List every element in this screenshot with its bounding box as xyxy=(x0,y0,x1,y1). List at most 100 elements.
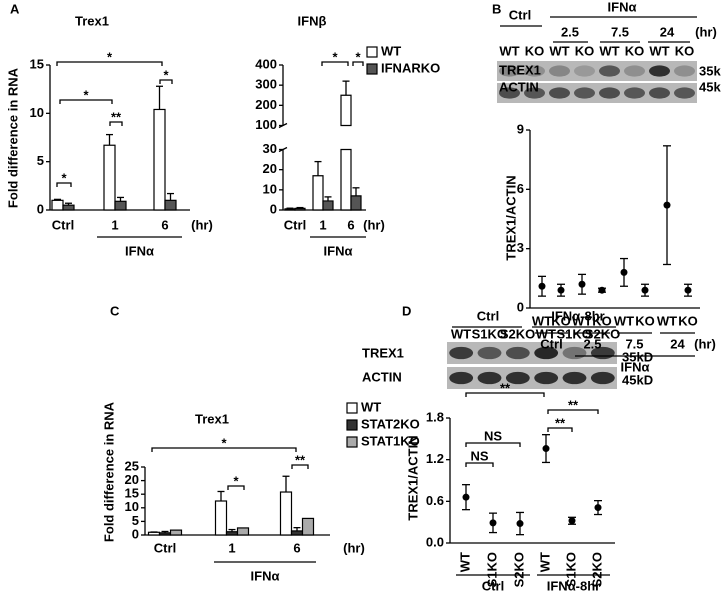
x-tick-label: 6 xyxy=(347,217,354,232)
point xyxy=(538,282,546,290)
y-tick-label: 10 xyxy=(30,105,44,120)
point xyxy=(578,280,586,288)
blot-band xyxy=(477,346,502,360)
x-tick-label: Ctrl xyxy=(284,217,306,232)
significance-label: * xyxy=(221,435,227,450)
panel-letter: A xyxy=(10,1,20,16)
significance-label: NS xyxy=(484,428,502,443)
point xyxy=(641,286,649,294)
lane-label: KO xyxy=(675,43,695,58)
bar xyxy=(301,517,315,536)
x-tick-label: S2KO xyxy=(511,552,526,587)
row-label: TREX1 xyxy=(362,345,404,360)
panel-letter: D xyxy=(402,303,411,318)
significance-label: ** xyxy=(500,380,511,395)
row-label: ACTIN xyxy=(499,79,539,94)
point xyxy=(489,519,497,527)
lane-label: WT xyxy=(649,43,669,58)
group-label: IFNα xyxy=(125,243,154,258)
y-tick-label: 100 xyxy=(255,117,277,132)
significance-bracket xyxy=(352,61,364,66)
blot-unit: (hr) xyxy=(695,24,717,39)
blot-band xyxy=(524,87,545,99)
bar xyxy=(322,200,334,211)
blot-band xyxy=(524,65,545,77)
bar xyxy=(290,530,304,536)
x-tick-label: S1KO xyxy=(563,552,578,587)
size-label: 35kD xyxy=(699,63,721,78)
significance-label: * xyxy=(163,67,169,82)
significance-bracket xyxy=(59,99,113,104)
point xyxy=(516,520,524,528)
y-tick-label: 3 xyxy=(517,240,524,255)
y-tick-label: 300 xyxy=(255,77,277,92)
blot-band xyxy=(590,371,615,385)
y-tick-label: 15 xyxy=(125,486,139,501)
size-label: 45kD xyxy=(622,372,653,387)
significance-bracket xyxy=(56,182,72,187)
significance-bracket xyxy=(159,79,173,84)
point xyxy=(620,268,628,276)
blot-band xyxy=(549,87,570,99)
point xyxy=(568,517,576,525)
blot-strip xyxy=(497,83,697,103)
blot-band xyxy=(534,371,559,385)
chart-title: Trex1 xyxy=(195,411,229,426)
group-label: Ctrl xyxy=(482,578,504,593)
y-axis-label: TREX1/ACTIN xyxy=(405,435,420,520)
group-label: IFNα xyxy=(621,359,650,374)
bar xyxy=(312,175,324,211)
legend-label: WT xyxy=(381,43,401,58)
y-axis-label: Fold difference in RNA xyxy=(5,67,20,208)
blot-strip xyxy=(497,61,697,81)
group-label: 7.5 xyxy=(625,336,643,351)
legend-swatch xyxy=(346,436,358,448)
significance-label: ** xyxy=(555,415,566,430)
size-label: 35kD xyxy=(622,349,653,364)
x-tick-label: S1KO xyxy=(484,552,499,587)
x-tick-label: WT xyxy=(537,552,552,572)
y-axis-label: Fold difference in RNA xyxy=(101,401,116,542)
x-tick-label: Ctrl xyxy=(52,217,74,232)
significance-bracket xyxy=(227,485,245,490)
lane-label: S1KO xyxy=(472,326,507,341)
group-label: IFNα-8hr xyxy=(547,578,601,593)
y-tick-label: 20 xyxy=(125,472,139,487)
significance-label: ** xyxy=(295,452,306,467)
x-unit: (hr) xyxy=(191,217,213,232)
row-label: TREX1 xyxy=(499,62,541,77)
y-tick-label: 0 xyxy=(132,526,139,541)
point xyxy=(542,445,550,453)
blot-band xyxy=(499,87,520,99)
chart-title: IFNβ xyxy=(298,13,327,28)
bar xyxy=(340,94,352,211)
y-tick-label: 1.8 xyxy=(426,409,444,424)
x-tick-label: 1 xyxy=(228,540,235,555)
blot-band xyxy=(499,65,520,77)
x-tick-label: KO xyxy=(635,313,655,328)
lane-label: S1KO xyxy=(556,326,591,341)
lane-label: KO xyxy=(525,43,545,58)
bar xyxy=(158,532,172,536)
x-tick-label: WT xyxy=(572,313,592,328)
legend-label: STAT2KO xyxy=(361,416,420,431)
blot-time: 24 xyxy=(660,24,675,39)
y-tick-label: 9 xyxy=(517,121,524,136)
y-tick-label: 0 xyxy=(517,299,524,314)
blot-band xyxy=(599,65,620,77)
bar xyxy=(284,208,296,211)
chart-title: Trex1 xyxy=(75,13,109,28)
lane-label: WT xyxy=(549,43,569,58)
y-tick-label: 0.6 xyxy=(426,493,444,508)
x-tick-label: 6 xyxy=(161,217,168,232)
significance-bracket xyxy=(547,427,573,432)
y-tick-label: 20 xyxy=(263,161,277,176)
point xyxy=(663,201,671,209)
y-tick-label: 25 xyxy=(125,458,139,473)
significance-bracket xyxy=(465,392,545,397)
blot-band xyxy=(624,87,645,99)
blot-header: Ctrl xyxy=(509,7,531,22)
bar xyxy=(350,195,362,211)
blot-band xyxy=(505,371,530,385)
significance-bracket xyxy=(465,442,521,447)
